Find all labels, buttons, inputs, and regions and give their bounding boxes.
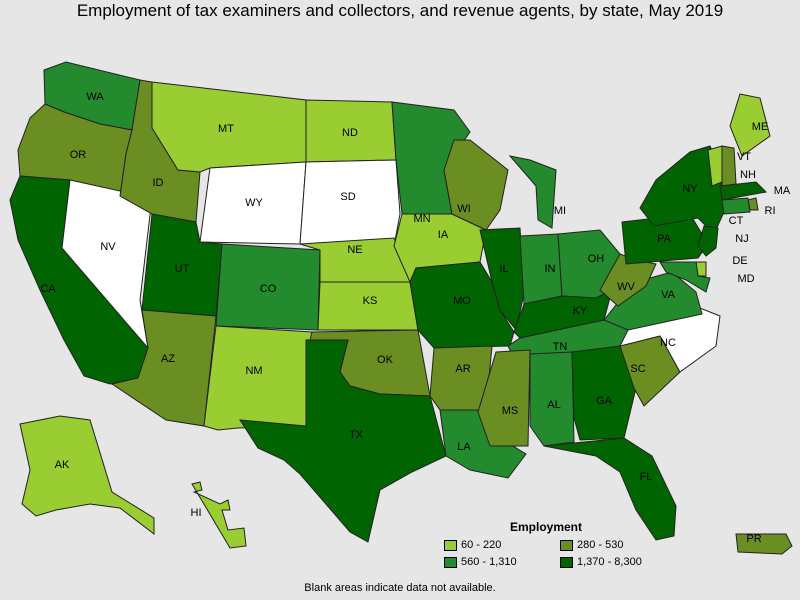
state-label-tn: TN — [553, 341, 568, 353]
state-label-sd: SD — [340, 191, 355, 203]
state-label-wv: WV — [617, 281, 635, 293]
state-nh — [721, 145, 737, 187]
state-label-va: VA — [661, 289, 676, 301]
state-ak — [19, 415, 155, 536]
state-label-al: AL — [547, 399, 560, 411]
state-ms — [477, 349, 531, 447]
map-title: Employment of tax examiners and collecto… — [76, 1, 724, 20]
state-label-ri: RI — [765, 205, 776, 217]
state-label-ga: GA — [596, 395, 613, 407]
legend-label-4: 1,370 - 8,300 — [577, 556, 642, 568]
legend-swatch-4 — [560, 556, 573, 568]
state-label-nh: NH — [740, 169, 756, 181]
state-label-mi: MI — [554, 205, 566, 217]
state-nj — [697, 225, 719, 257]
state-label-wy: WY — [245, 197, 263, 209]
state-label-az: AZ — [161, 353, 175, 365]
state-label-nj: NJ — [735, 233, 748, 245]
state-ct — [721, 197, 751, 215]
legend-item-1: 60 - 220 — [444, 538, 501, 552]
state-label-mo: MO — [453, 295, 471, 307]
state-label-il: IL — [499, 263, 508, 275]
state-label-mn: MN — [413, 213, 430, 225]
state-label-ma: MA — [774, 185, 791, 197]
footnote: Blank areas indicate data not available. — [304, 582, 496, 594]
legend-item-3: 560 - 1,310 — [444, 555, 517, 569]
legend: Employment 60 - 220 280 - 530 560 - 1,31… — [444, 520, 694, 578]
legend-swatch-1 — [444, 539, 457, 551]
state-label-wa: WA — [86, 91, 104, 103]
state-label-ne: NE — [347, 244, 362, 256]
state-label-nm: NM — [245, 365, 262, 377]
legend-item-4: 1,370 - 8,300 — [560, 555, 642, 569]
state-label-wi: WI — [457, 203, 470, 215]
state-label-ia: IA — [438, 229, 449, 241]
state-label-hi: HI — [191, 507, 202, 519]
state-fl — [543, 437, 677, 541]
state-label-ok: OK — [377, 354, 394, 366]
state-label-co: CO — [260, 283, 277, 295]
state-md — [659, 261, 711, 293]
state-label-fl: FL — [640, 471, 653, 483]
legend-label-3: 560 - 1,310 — [461, 556, 517, 568]
state-label-ms: MS — [502, 405, 519, 417]
state-label-id: ID — [153, 177, 164, 189]
legend-label-1: 60 - 220 — [461, 539, 502, 551]
state-label-in: IN — [545, 263, 556, 275]
state-label-pr: PR — [746, 533, 761, 545]
state-label-me: ME — [752, 121, 769, 133]
state-mo — [409, 261, 515, 349]
legend-title: Employment — [510, 520, 583, 534]
state-label-md: MD — [737, 273, 754, 285]
state-label-ca: CA — [40, 283, 56, 295]
legend-swatch-2 — [560, 539, 573, 551]
state-label-ks: KS — [363, 295, 378, 307]
state-me — [729, 93, 771, 157]
state-label-ut: UT — [175, 263, 190, 275]
state-label-nd: ND — [342, 127, 358, 139]
legend-item-2: 280 - 530 — [560, 538, 623, 552]
state-nc — [619, 307, 721, 373]
state-label-mt: MT — [218, 123, 234, 135]
state-az — [110, 309, 217, 427]
state-label-vt: VT — [737, 151, 751, 163]
state-label-or: OR — [70, 149, 87, 161]
state-label-nc: NC — [660, 337, 676, 349]
state-label-ak: AK — [55, 459, 70, 471]
state-label-la: LA — [457, 441, 471, 453]
state-in — [519, 233, 563, 305]
state-label-ny: NY — [682, 183, 698, 195]
state-label-nv: NV — [100, 241, 116, 253]
state-wv — [599, 253, 657, 307]
state-mi — [508, 155, 557, 229]
state-label-tx: TX — [349, 429, 364, 441]
state-label-ar: AR — [455, 363, 470, 375]
state-label-sc: SC — [630, 363, 645, 375]
state-label-oh: OH — [588, 253, 605, 265]
state-pr — [735, 533, 793, 555]
state-wi — [443, 139, 509, 231]
state-label-de: DE — [732, 255, 747, 267]
state-sd — [299, 159, 401, 247]
state-tx — [239, 339, 447, 543]
state-nm — [203, 325, 313, 431]
legend-label-2: 280 - 530 — [577, 539, 624, 551]
state-hi — [191, 481, 247, 549]
state-label-ky: KY — [573, 305, 588, 317]
state-label-pa: PA — [657, 233, 672, 245]
state-label-ct: CT — [729, 215, 744, 227]
legend-swatch-3 — [444, 556, 457, 568]
state-ma — [719, 181, 768, 201]
